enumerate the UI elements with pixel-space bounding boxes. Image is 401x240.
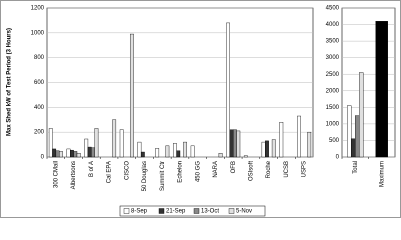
y-tick-label: 1200 — [31, 6, 45, 12]
bar — [183, 141, 187, 158]
bar — [279, 122, 284, 158]
y-tick-label: 4500 — [326, 6, 340, 12]
legend-label: 8-Sep — [131, 209, 148, 215]
x-tick-label: B of A — [89, 161, 95, 177]
legend-label: 13-Oct — [201, 209, 219, 215]
bar — [297, 115, 301, 158]
legend-swatch — [123, 208, 130, 214]
bar — [218, 153, 223, 158]
x-tick-label: Albertsons — [71, 161, 77, 189]
bar — [172, 143, 177, 158]
bar — [84, 138, 89, 158]
x-tick-label: 50 Douglas — [142, 161, 148, 191]
bar — [91, 147, 95, 158]
bar — [359, 72, 364, 158]
x-tick-label: OFB — [231, 161, 237, 173]
bar — [226, 22, 230, 158]
bar — [271, 139, 276, 158]
bar — [137, 141, 142, 158]
bar — [307, 131, 312, 158]
y-tick-label: 1500 — [326, 105, 340, 111]
y-tick-label: 500 — [329, 138, 340, 144]
bar — [190, 145, 195, 158]
y-tick-label: 3000 — [326, 55, 340, 61]
y-tick-label: 1000 — [326, 121, 340, 127]
bar — [165, 145, 170, 158]
x-tick-label: Cal EPA — [107, 161, 113, 183]
x-tick-label: Roche — [266, 160, 272, 178]
legend-swatch — [193, 208, 200, 214]
bar — [129, 33, 134, 158]
x-tick-label: CISCO — [124, 161, 130, 180]
legend-label: 5-Nov — [236, 209, 252, 215]
y-axis-label: Max Shed kW of Test Period (3 Hours) — [7, 28, 13, 136]
bar — [52, 148, 57, 158]
legend-swatch — [228, 208, 235, 214]
legend-label: 21-Sep — [166, 209, 186, 215]
bar — [69, 149, 74, 158]
legend-swatch — [158, 208, 165, 214]
bar — [261, 141, 266, 158]
y-tick-label: 3500 — [326, 39, 340, 45]
x-tick-label: Summit Ctr — [160, 161, 166, 191]
bar — [347, 105, 352, 158]
bar — [94, 128, 99, 158]
bar — [112, 119, 117, 158]
y-tick-label: 2000 — [326, 88, 340, 94]
bar — [66, 148, 71, 158]
bar — [176, 150, 181, 158]
bar — [76, 153, 81, 158]
legend — [119, 205, 266, 217]
bar — [55, 150, 60, 158]
bar — [48, 128, 53, 158]
x-tick-label: USPS — [302, 161, 308, 177]
bar — [375, 21, 388, 158]
y-tick-label: 200 — [34, 130, 45, 136]
y-tick-label: 2500 — [326, 72, 340, 78]
x-tick-label: Echelon — [178, 161, 184, 183]
x-tick-label: 450 GG — [195, 161, 201, 182]
bar — [140, 151, 145, 158]
bar — [265, 140, 269, 158]
bar — [229, 129, 234, 158]
y-tick-label: 4000 — [326, 22, 340, 28]
bar — [59, 151, 63, 158]
x-tick-label: NARA — [213, 161, 219, 178]
bar — [73, 151, 78, 158]
x-tick-label: Total — [353, 161, 359, 174]
x-tick-label: OSIsoft — [249, 161, 255, 181]
x-tick-label: Maximum — [379, 161, 385, 187]
bar — [232, 129, 237, 158]
bar — [119, 129, 124, 158]
bar — [243, 155, 248, 158]
y-tick-label: 1000 — [31, 30, 45, 36]
y-tick-label: 800 — [34, 55, 45, 61]
bar — [87, 146, 92, 158]
y-tick-label: 400 — [34, 105, 45, 111]
bar — [236, 130, 241, 158]
bar — [355, 115, 360, 158]
y-tick-label: 600 — [34, 80, 45, 86]
y-tick-label: 0 — [41, 155, 45, 161]
x-tick-label: 300 CMall — [53, 161, 59, 188]
x-tick-label: UCSB — [284, 161, 290, 178]
bar — [351, 138, 356, 158]
y-tick-label: 0 — [336, 155, 340, 161]
chart: Max Shed kW of Test Period (3 Hours) 0 20… — [0, 0, 401, 218]
bar — [155, 148, 160, 158]
